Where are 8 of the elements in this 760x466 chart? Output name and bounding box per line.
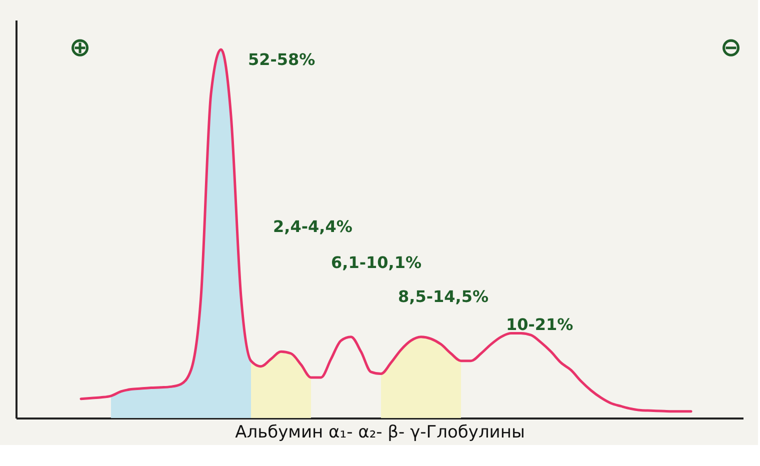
- annotation: 6,1-10,1%: [331, 253, 422, 272]
- annotation: 8,5-14,5%: [398, 287, 488, 306]
- annotation: 10-21%: [506, 315, 574, 334]
- annotation: ⊕: [69, 33, 91, 63]
- x-axis-title: Альбумин α₁- α₂- β- γ-Глобулины: [235, 422, 525, 442]
- annotation: 52-58%: [248, 50, 316, 69]
- annotation: 2,4-4,4%: [273, 217, 352, 236]
- text: ⊖: [720, 33, 742, 63]
